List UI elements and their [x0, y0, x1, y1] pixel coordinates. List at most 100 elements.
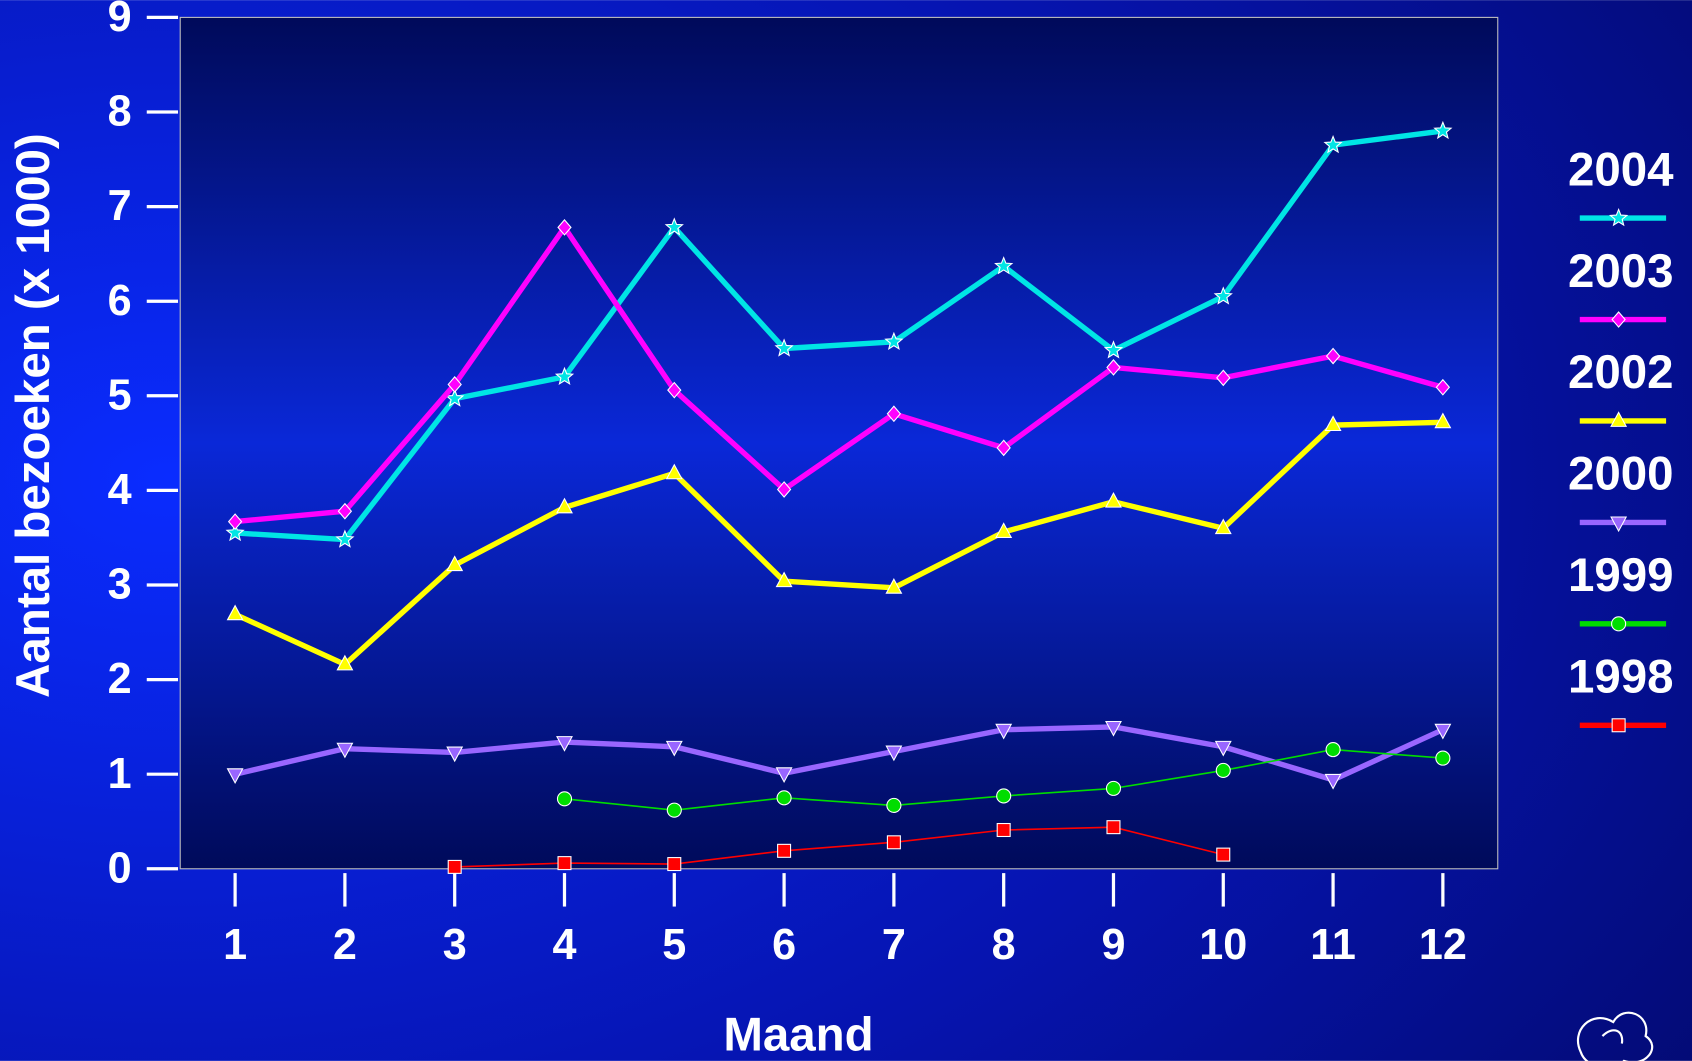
x-tick-label: 6	[772, 921, 796, 969]
marker	[1324, 773, 1342, 790]
x-tick-label: 4	[552, 921, 576, 969]
y-axis-label: Aantal bezoeken (x 1000)	[7, 133, 60, 698]
marker	[885, 745, 903, 762]
marker	[885, 578, 903, 594]
marker	[884, 331, 904, 351]
marker	[777, 843, 792, 858]
y-tick-label: 4	[108, 466, 132, 514]
marker	[557, 856, 572, 871]
legend-label: 1999	[1568, 549, 1674, 602]
series	[225, 120, 1453, 548]
marker	[996, 439, 1011, 457]
marker	[225, 522, 245, 542]
marker	[776, 481, 792, 498]
marker	[995, 723, 1013, 740]
marker	[446, 555, 464, 572]
marker	[665, 740, 683, 757]
marker	[886, 405, 902, 423]
series	[556, 742, 1451, 818]
marker	[666, 802, 682, 818]
marker	[1216, 369, 1231, 387]
line	[234, 224, 1444, 525]
marker	[775, 767, 793, 784]
marker	[1435, 378, 1451, 396]
legend-label: 2003	[1568, 245, 1674, 298]
y-tick-label: 2	[108, 655, 132, 703]
marker	[1215, 762, 1231, 778]
marker	[1103, 340, 1124, 359]
logo	[1577, 1011, 1654, 1061]
x-tick-label: 8	[992, 921, 1016, 969]
x-tick-label: 5	[662, 921, 686, 969]
marker	[1213, 286, 1233, 305]
marker	[1325, 742, 1341, 758]
marker	[774, 338, 794, 357]
marker	[226, 768, 244, 784]
marker	[446, 746, 464, 763]
x-tick-label: 11	[1310, 921, 1356, 969]
marker	[996, 822, 1011, 838]
x-tick-label: 3	[443, 921, 467, 969]
marker	[1434, 412, 1452, 429]
line	[234, 724, 1444, 783]
marker	[226, 604, 244, 621]
marker	[1435, 750, 1451, 766]
y-tick-label: 9	[108, 0, 132, 41]
marker	[776, 790, 792, 806]
legend-label: 1998	[1568, 650, 1674, 703]
marker	[775, 571, 793, 588]
marker	[1324, 415, 1342, 432]
series	[447, 820, 1231, 874]
marker	[556, 736, 573, 752]
marker	[556, 497, 573, 514]
y-tick-label: 5	[108, 371, 132, 419]
x-tick-label: 12	[1419, 921, 1467, 969]
marker	[667, 381, 682, 399]
marker	[447, 859, 462, 874]
marker	[1214, 518, 1232, 535]
legend-marker	[1611, 616, 1627, 632]
x-tick-label: 7	[882, 921, 906, 969]
marker	[1106, 820, 1121, 835]
marker	[556, 791, 573, 807]
marker	[335, 529, 355, 548]
legend-label: 2002	[1568, 346, 1674, 399]
legend-marker	[1611, 311, 1626, 328]
marker	[1433, 120, 1453, 140]
legend-marker	[1610, 516, 1628, 533]
marker	[996, 788, 1012, 804]
marker	[1105, 491, 1122, 508]
x-tick-label: 2	[333, 921, 357, 969]
series	[227, 219, 1451, 530]
x-axis-label: Maand	[723, 1009, 873, 1061]
marker	[667, 857, 682, 872]
series	[226, 720, 1452, 790]
x-tick-label: 9	[1101, 921, 1125, 969]
plot-area	[179, 16, 1499, 870]
marker	[665, 463, 683, 480]
marker	[1216, 847, 1231, 862]
legend-marker	[1610, 411, 1628, 427]
legend-marker	[1609, 208, 1629, 227]
legend-marker	[1611, 718, 1626, 733]
marker	[1325, 347, 1341, 365]
y-tick-label: 0	[108, 844, 132, 892]
marker	[227, 513, 243, 530]
marker	[1434, 723, 1452, 740]
marker	[995, 522, 1013, 538]
marker	[554, 366, 575, 386]
y-tick-label: 7	[108, 182, 132, 230]
legend-label: 2004	[1568, 143, 1674, 196]
marker	[445, 388, 465, 407]
line	[234, 128, 1444, 543]
x-tick-label: 1	[223, 921, 247, 969]
marker	[557, 219, 572, 236]
marker	[1106, 359, 1121, 376]
y-tick-label: 1	[108, 750, 132, 798]
marker	[1323, 135, 1343, 154]
marker	[664, 217, 684, 236]
series	[226, 412, 1452, 671]
line	[454, 826, 1224, 868]
marker	[337, 502, 353, 520]
